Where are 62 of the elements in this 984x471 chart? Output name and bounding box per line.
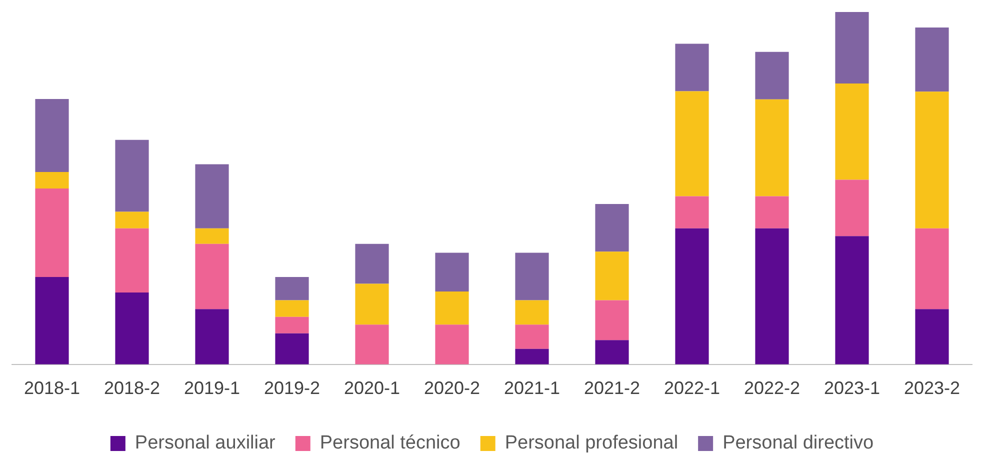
bar bbox=[915, 309, 949, 364]
x-tick-label: 2022-2 bbox=[744, 378, 800, 398]
x-tick-label: 2021-1 bbox=[504, 378, 560, 398]
bar bbox=[755, 196, 789, 228]
bar bbox=[115, 292, 149, 364]
x-tick-label: 2018-2 bbox=[104, 378, 160, 398]
bar bbox=[835, 84, 869, 180]
bar bbox=[275, 277, 309, 300]
bar bbox=[675, 91, 709, 196]
legend-label: Personal directivo bbox=[722, 432, 874, 454]
x-tick-label: 2019-1 bbox=[184, 378, 240, 398]
bar bbox=[355, 324, 389, 364]
x-tick-label: 2020-1 bbox=[344, 378, 400, 398]
x-tick-label: 2021-2 bbox=[584, 378, 640, 398]
bar bbox=[275, 333, 309, 364]
bar bbox=[675, 228, 709, 364]
bar bbox=[195, 244, 229, 310]
bar bbox=[115, 140, 149, 212]
bar bbox=[595, 340, 629, 364]
legend-label: Personal auxiliar bbox=[134, 432, 276, 454]
legend-label: Personal profesional bbox=[504, 432, 678, 454]
bar bbox=[275, 300, 309, 317]
x-tick-label: 2019-2 bbox=[264, 378, 320, 398]
bar bbox=[515, 324, 549, 349]
bar bbox=[915, 28, 949, 92]
bar bbox=[115, 228, 149, 293]
bar bbox=[675, 196, 709, 228]
legend-label: Personal técnico bbox=[320, 432, 460, 454]
x-tick-label: 2023-1 bbox=[824, 378, 880, 398]
bar bbox=[595, 204, 629, 252]
bar bbox=[435, 291, 469, 325]
bar bbox=[595, 252, 629, 300]
bar bbox=[835, 236, 869, 364]
bar bbox=[355, 284, 389, 325]
bar bbox=[515, 300, 549, 325]
bar bbox=[435, 252, 469, 292]
x-tick-label: 2018-1 bbox=[24, 378, 80, 398]
bar bbox=[35, 99, 69, 172]
bar bbox=[195, 228, 229, 244]
bar bbox=[515, 348, 549, 364]
bar bbox=[275, 316, 309, 334]
bar bbox=[515, 252, 549, 300]
x-tick-label: 2023-2 bbox=[904, 378, 960, 398]
bar bbox=[195, 309, 229, 364]
bar bbox=[195, 164, 229, 228]
bar bbox=[915, 228, 949, 310]
bar bbox=[35, 277, 69, 364]
x-tick-label: 2022-1 bbox=[664, 378, 720, 398]
bar bbox=[755, 52, 789, 100]
bar bbox=[835, 180, 869, 236]
bar bbox=[755, 228, 789, 364]
bar bbox=[435, 324, 469, 364]
bar bbox=[115, 212, 149, 228]
x-tick-label: 2020-2 bbox=[424, 378, 480, 398]
bar bbox=[35, 172, 69, 189]
bar bbox=[835, 12, 869, 84]
bar bbox=[595, 300, 629, 340]
bar bbox=[35, 188, 69, 278]
bar bbox=[915, 92, 949, 228]
bar bbox=[355, 244, 389, 284]
bar bbox=[755, 99, 789, 196]
bar bbox=[675, 44, 709, 92]
